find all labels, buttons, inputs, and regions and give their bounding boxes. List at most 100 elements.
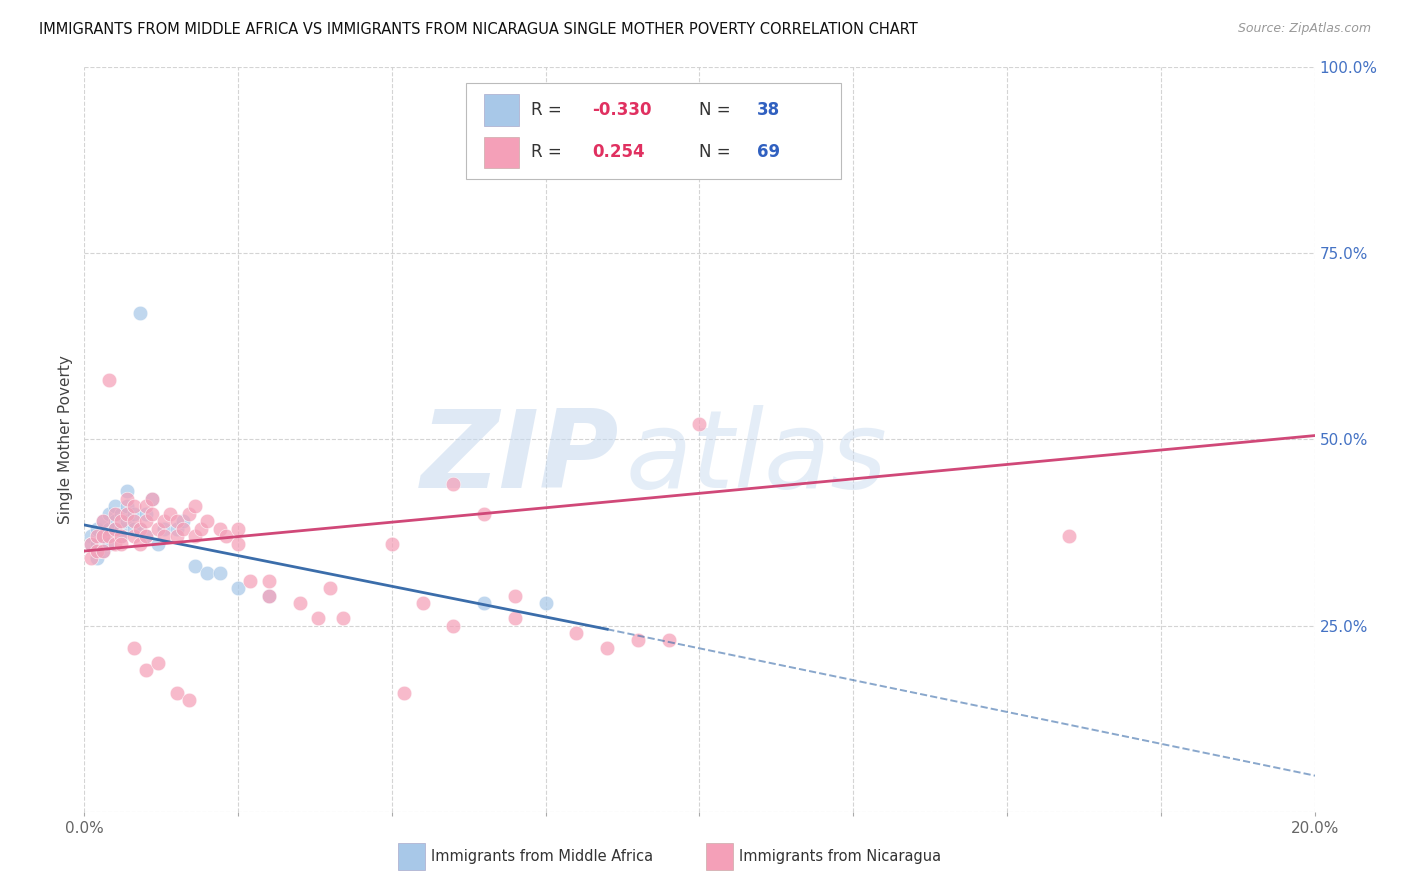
Bar: [706, 843, 733, 870]
Text: N =: N =: [700, 101, 731, 119]
Point: [86, 522, 108, 536]
Point: [166, 529, 188, 543]
Point: [166, 685, 188, 699]
Point: [91, 514, 114, 528]
Point: [104, 514, 127, 528]
Point: [177, 693, 200, 707]
Point: [153, 522, 176, 536]
Text: -0.330: -0.330: [592, 101, 652, 119]
Point: [197, 514, 219, 528]
Point: [110, 529, 132, 543]
Point: [177, 507, 200, 521]
Point: [79, 536, 101, 550]
Point: [689, 417, 711, 432]
Point: [135, 514, 157, 528]
Point: [148, 522, 170, 536]
Bar: [484, 95, 519, 126]
Point: [257, 589, 280, 603]
Point: [128, 536, 150, 550]
Point: [91, 514, 114, 528]
Point: [141, 491, 163, 506]
Point: [166, 522, 188, 536]
Point: [443, 477, 465, 491]
Point: [104, 522, 127, 536]
Point: [104, 536, 127, 550]
Text: 38: 38: [758, 101, 780, 119]
Point: [110, 522, 132, 536]
Point: [86, 551, 108, 566]
Point: [104, 507, 127, 521]
Point: [135, 529, 157, 543]
Point: [98, 529, 120, 543]
Point: [104, 522, 127, 536]
Point: [117, 514, 139, 528]
Point: [122, 507, 145, 521]
Point: [98, 507, 120, 521]
Point: [307, 611, 329, 625]
Point: [172, 522, 194, 536]
Text: R =: R =: [531, 144, 561, 161]
Point: [239, 574, 262, 588]
Text: 69: 69: [758, 144, 780, 161]
Point: [86, 536, 108, 550]
Point: [208, 522, 231, 536]
Point: [86, 529, 108, 543]
Point: [184, 558, 207, 573]
Point: [122, 640, 145, 655]
Point: [226, 522, 249, 536]
Point: [596, 640, 619, 655]
Point: [257, 589, 280, 603]
Point: [381, 536, 404, 550]
Point: [117, 491, 139, 506]
Point: [104, 500, 127, 514]
Point: [110, 507, 132, 521]
Point: [141, 507, 163, 521]
Point: [412, 596, 434, 610]
Point: [658, 633, 681, 648]
Point: [565, 626, 588, 640]
Text: Source: ZipAtlas.com: Source: ZipAtlas.com: [1237, 22, 1371, 36]
Point: [91, 544, 114, 558]
Bar: [484, 136, 519, 168]
Text: ZIP: ZIP: [422, 405, 620, 511]
Point: [98, 373, 120, 387]
Point: [122, 529, 145, 543]
Point: [503, 589, 526, 603]
Point: [135, 500, 157, 514]
Text: Immigrants from Nicaragua: Immigrants from Nicaragua: [740, 849, 941, 864]
Point: [110, 514, 132, 528]
Point: [98, 536, 120, 550]
Point: [128, 522, 150, 536]
Point: [332, 611, 354, 625]
Point: [122, 522, 145, 536]
Text: R =: R =: [531, 101, 561, 119]
Text: N =: N =: [700, 144, 731, 161]
Point: [472, 596, 495, 610]
Point: [128, 522, 150, 536]
Point: [226, 536, 249, 550]
Point: [319, 582, 342, 596]
Point: [166, 514, 188, 528]
Point: [503, 611, 526, 625]
Point: [1057, 529, 1080, 543]
Point: [135, 529, 157, 543]
Point: [91, 529, 114, 543]
Point: [110, 536, 132, 550]
Point: [172, 514, 194, 528]
Text: atlas: atlas: [626, 406, 887, 510]
Point: [288, 596, 311, 610]
Point: [79, 551, 101, 566]
Point: [153, 514, 176, 528]
Point: [257, 574, 280, 588]
Point: [91, 529, 114, 543]
Point: [226, 582, 249, 596]
Point: [135, 663, 157, 677]
Point: [184, 500, 207, 514]
FancyBboxPatch shape: [465, 83, 841, 178]
Point: [472, 507, 495, 521]
Point: [86, 544, 108, 558]
Point: [215, 529, 238, 543]
Point: [110, 529, 132, 543]
Point: [117, 500, 139, 514]
Point: [148, 656, 170, 670]
